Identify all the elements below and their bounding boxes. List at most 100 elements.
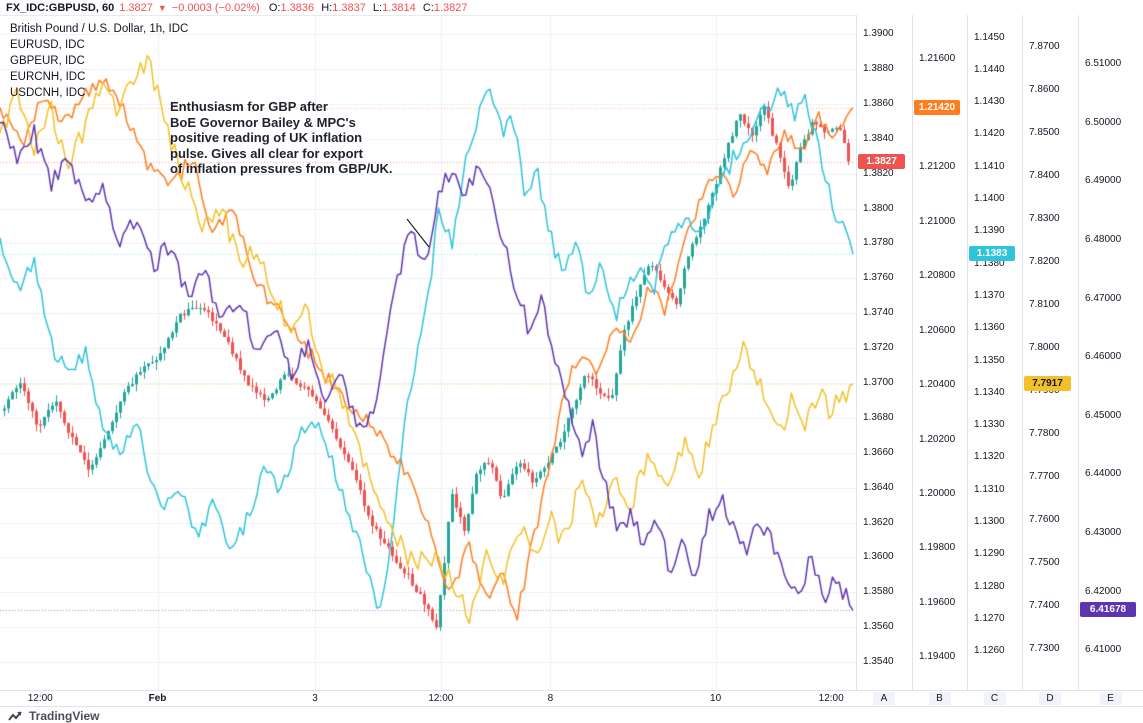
price-tick: 1.3900 <box>863 28 894 40</box>
price-tick: 7.7800 <box>1029 428 1060 440</box>
last-price-label-A: 1.3827 <box>858 153 905 169</box>
scale-button-d[interactable]: D <box>1039 692 1061 705</box>
legend: British Pound / U.S. Dollar, 1h, IDC EUR… <box>10 21 188 101</box>
scale-separator <box>856 15 857 706</box>
price-scale-C[interactable]: 1.1450 1.1440 1.1430 1.1420 1.1410 1.1400 1.13… <box>967 15 1022 690</box>
annotation-line: positive reading of UK inflation <box>170 130 363 145</box>
price-scale-D[interactable]: 7.8700 7.8600 7.8500 7.8400 7.8300 7.8200 7.81… <box>1022 15 1078 690</box>
price-tick: 1.19600 <box>919 596 956 608</box>
price-tick: 1.3640 <box>863 481 894 493</box>
scale-separator <box>967 15 968 706</box>
price-tick: 1.19800 <box>919 542 956 554</box>
legend-item-usdcnh[interactable]: USDCNH, IDC <box>10 87 86 99</box>
price-tick: 1.1340 <box>974 386 1005 398</box>
price-tick: 1.19400 <box>919 651 956 663</box>
scale-separator <box>1022 15 1023 706</box>
price-tick: 1.1450 <box>974 31 1005 43</box>
price-tick: 1.3680 <box>863 411 894 423</box>
scale-button-e[interactable]: E <box>1099 692 1122 705</box>
price-tick: 1.21200 <box>919 161 956 173</box>
scale-button-c[interactable]: C <box>983 692 1006 705</box>
price-tick: 1.3880 <box>863 63 894 75</box>
last-price: 1.3827 <box>119 1 153 14</box>
legend-item-eurusd[interactable]: EURUSD, IDC <box>10 39 85 51</box>
last-price-label-E: 6.41678 <box>1080 602 1136 618</box>
price-tick: 6.42000 <box>1085 585 1122 597</box>
price-tick: 7.8500 <box>1029 126 1060 138</box>
annotation-line: Enthusiasm for GBP after <box>170 99 328 114</box>
price-tick: 1.1410 <box>974 160 1005 172</box>
price-tick: 1.1420 <box>974 128 1005 140</box>
time-axis[interactable]: 12:00 Feb 3 12:00 8 10 12:00 A B C D E <box>0 690 1143 707</box>
time-label: 12:00 <box>428 693 454 704</box>
price-tick: 7.7600 <box>1029 514 1060 526</box>
price-tick: 1.3700 <box>863 377 894 389</box>
price-tick: 1.1300 <box>974 516 1005 528</box>
open-label: O: <box>268 1 281 14</box>
price-tick: 1.1440 <box>974 63 1005 75</box>
legend-item-gbpeur[interactable]: GBPEUR, IDC <box>10 55 85 67</box>
price-tick: 6.47000 <box>1085 292 1122 304</box>
chart-annotation-text[interactable]: Enthusiasm for GBP after BoE Governor Ba… <box>170 99 392 177</box>
price-tick: 1.20800 <box>919 270 956 282</box>
symbol-info-bar: FX_IDC:GBPUSD, 60 1.3827 ▼ −0.0003 (−0.0… <box>0 0 1143 15</box>
price-tick: 1.3760 <box>863 272 894 284</box>
time-label: 3 <box>312 693 318 704</box>
price-tick: 1.21600 <box>919 52 956 64</box>
price-tick: 1.1270 <box>974 612 1005 624</box>
price-tick: 1.3800 <box>863 202 894 214</box>
price-tick: 1.3840 <box>863 132 894 144</box>
price-tick: 1.20200 <box>919 433 956 445</box>
price-tick: 7.8100 <box>1029 298 1060 310</box>
price-scale-E[interactable]: 6.51000 6.50000 6.49000 6.48000 6.47000 6.460… <box>1078 15 1143 690</box>
legend-item-gbpusd[interactable]: British Pound / U.S. Dollar, 1h, IDC <box>10 23 189 35</box>
tradingview-logo-icon[interactable] <box>8 709 24 723</box>
time-label: 12:00 <box>27 693 53 704</box>
price-tick: 7.7700 <box>1029 471 1060 483</box>
price-tick: 7.7300 <box>1029 643 1060 655</box>
last-price-label-C: 1.1383 <box>969 245 1015 261</box>
change-value: −0.0003 (−0.02%) <box>171 1 260 14</box>
price-tick: 1.3660 <box>863 446 894 458</box>
high-label: H: <box>321 1 333 14</box>
price-tick: 1.20600 <box>919 324 956 336</box>
legend-item-eurcnh[interactable]: EURCNH, IDC <box>10 71 86 83</box>
price-tick: 7.7400 <box>1029 600 1060 612</box>
tradingview-logo[interactable]: TradingView <box>29 708 100 723</box>
price-tick: 1.20400 <box>919 379 956 391</box>
price-tick: 1.1360 <box>974 322 1005 334</box>
symbol-title[interactable]: FX_IDC:GBPUSD, 60 <box>6 1 115 14</box>
annotation-line: BoE Governor Bailey & MPC's <box>170 114 356 130</box>
price-tick: 6.46000 <box>1085 351 1122 363</box>
price-tick: 6.44000 <box>1085 468 1122 480</box>
chart-canvas[interactable] <box>0 0 856 723</box>
price-tick: 6.48000 <box>1085 234 1122 245</box>
price-tick: 1.20000 <box>919 488 956 500</box>
time-label: Feb <box>148 693 167 704</box>
price-tick: 1.3540 <box>863 656 894 668</box>
price-tick: 7.8600 <box>1029 83 1060 95</box>
price-tick: 6.50000 <box>1085 116 1122 128</box>
price-tick: 1.3620 <box>863 516 894 528</box>
price-tick: 1.1350 <box>974 354 1005 366</box>
price-tick: 1.3780 <box>863 237 894 249</box>
scale-button-b[interactable]: B <box>928 692 951 705</box>
scale-button-a[interactable]: A <box>873 692 895 705</box>
price-tick: 6.45000 <box>1085 409 1122 421</box>
bottom-bar: TradingView <box>0 706 1143 723</box>
close-label: C: <box>422 1 434 14</box>
time-label: 10 <box>710 693 722 704</box>
time-label: 12:00 <box>818 693 844 704</box>
low-label: L: <box>372 1 383 14</box>
close-value: 1.3827 <box>433 1 468 14</box>
price-tick: 1.3580 <box>863 586 894 598</box>
price-tick: 6.49000 <box>1085 175 1122 187</box>
price-tick: 6.43000 <box>1085 526 1122 538</box>
price-scale-B[interactable]: 1.216001.214001.212001.210001.208001.206… <box>912 15 967 690</box>
price-tick: 1.3720 <box>863 342 894 354</box>
price-tick: 1.3860 <box>863 97 894 109</box>
price-scale-A[interactable]: 1.3900 1.3880 1.3860 1.3840 1.3820 1.3800 1.37… <box>856 15 912 690</box>
last-price-label-B: 1.21420 <box>914 99 960 115</box>
down-arrow-icon: ▼ <box>157 2 167 13</box>
